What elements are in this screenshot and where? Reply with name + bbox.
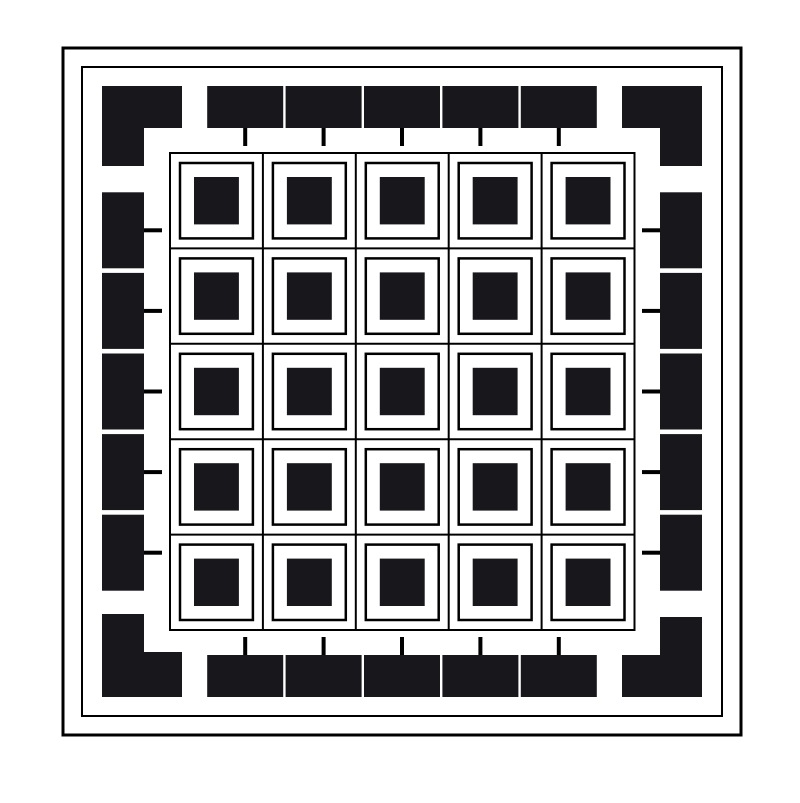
chip-layout-diagram bbox=[0, 0, 800, 803]
